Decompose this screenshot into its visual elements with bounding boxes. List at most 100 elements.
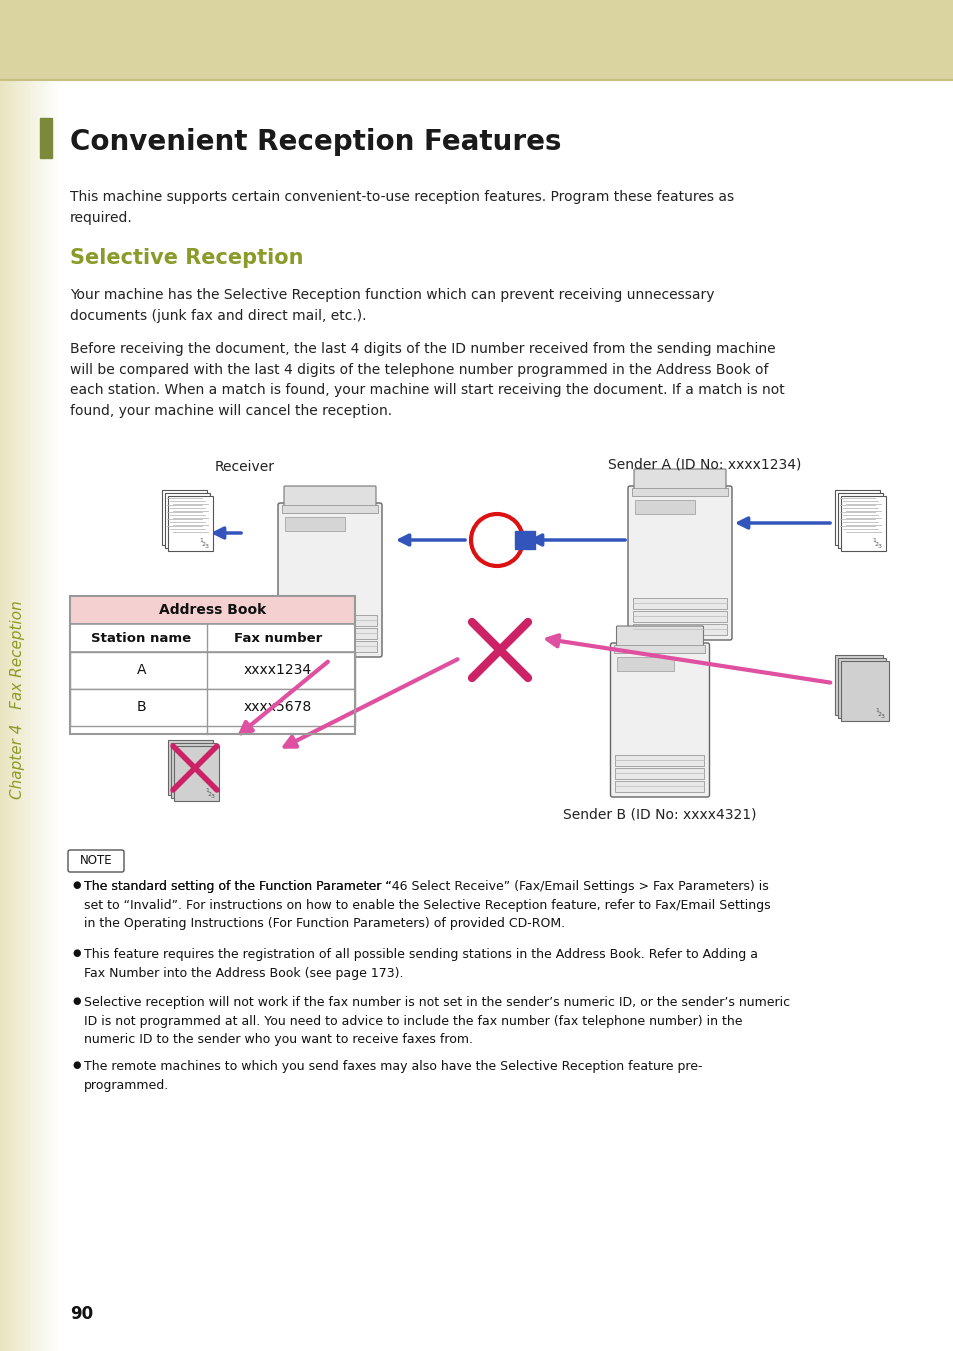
FancyBboxPatch shape	[627, 486, 731, 640]
Text: Selective reception will not work if the fax number is not set in the sender’s n: Selective reception will not work if the…	[84, 996, 789, 1046]
Text: Station name: Station name	[91, 631, 192, 644]
Text: 1: 1	[199, 539, 203, 543]
Bar	[633, 611, 726, 621]
Text: This machine supports certain convenient-to-use reception features. Program thes: This machine supports certain convenient…	[70, 190, 734, 224]
Text: ●: ●	[71, 1061, 80, 1070]
Bar	[32, 80, 33, 1351]
Bar	[2, 80, 3, 1351]
Bar	[55, 80, 56, 1351]
Text: Before receiving the document, the last 4 digits of the ID number received from : Before receiving the document, the last …	[70, 342, 784, 417]
Bar	[42, 80, 43, 1351]
Bar	[171, 743, 215, 798]
Bar	[283, 640, 376, 653]
Bar	[24, 80, 25, 1351]
Bar	[23, 80, 24, 1351]
Text: Sender A (ID No: xxxx1234): Sender A (ID No: xxxx1234)	[608, 458, 801, 471]
Bar	[834, 655, 882, 715]
Bar	[47, 80, 48, 1351]
Bar	[45, 80, 46, 1351]
FancyBboxPatch shape	[68, 850, 124, 871]
Bar	[9, 80, 10, 1351]
Bar	[615, 781, 703, 792]
Bar	[615, 767, 703, 780]
Bar	[34, 80, 35, 1351]
Bar	[0, 0, 953, 80]
Text: 2: 2	[202, 542, 206, 547]
Bar	[53, 80, 54, 1351]
Bar	[46, 80, 47, 1351]
Bar	[15, 80, 16, 1351]
Bar	[70, 689, 355, 725]
FancyBboxPatch shape	[277, 503, 381, 657]
Text: Your machine has the Selective Reception function which can prevent receiving un: Your machine has the Selective Reception…	[70, 288, 714, 323]
Bar	[11, 80, 12, 1351]
Bar	[49, 80, 50, 1351]
Bar	[16, 80, 17, 1351]
Bar	[1, 80, 2, 1351]
Bar	[54, 80, 55, 1351]
Bar	[25, 80, 26, 1351]
Text: The remote machines to which you send faxes may also have the Selective Receptio: The remote machines to which you send fa…	[84, 1061, 701, 1092]
Bar	[41, 80, 42, 1351]
Text: 90: 90	[70, 1305, 93, 1323]
Text: Receiver: Receiver	[214, 459, 274, 474]
Bar	[615, 755, 703, 766]
Bar	[8, 80, 9, 1351]
Bar	[40, 80, 41, 1351]
FancyBboxPatch shape	[616, 626, 702, 648]
Bar	[14, 80, 15, 1351]
Bar	[6, 80, 7, 1351]
Text: Selective Reception: Selective Reception	[70, 249, 303, 267]
Bar	[285, 517, 345, 531]
Text: Fax number: Fax number	[233, 631, 322, 644]
Bar	[29, 80, 30, 1351]
Text: Sender B (ID No: xxxx4321): Sender B (ID No: xxxx4321)	[562, 808, 756, 821]
Bar	[0, 80, 1, 1351]
Text: 1: 1	[874, 708, 878, 713]
Text: Chapter 4   Fax Reception: Chapter 4 Fax Reception	[10, 601, 26, 800]
Text: Convenient Reception Features: Convenient Reception Features	[70, 128, 561, 155]
Bar	[168, 740, 213, 794]
Bar	[18, 80, 19, 1351]
Bar	[22, 80, 23, 1351]
Bar	[17, 80, 18, 1351]
Bar	[633, 624, 726, 635]
Bar	[39, 80, 40, 1351]
Bar	[20, 80, 21, 1351]
Bar	[52, 80, 53, 1351]
Bar	[10, 80, 11, 1351]
Text: ●: ●	[71, 880, 80, 890]
Bar	[21, 80, 22, 1351]
Text: 3: 3	[877, 544, 882, 550]
Text: ●: ●	[71, 948, 80, 958]
Text: 2: 2	[877, 712, 882, 716]
Text: A: A	[136, 663, 146, 677]
Bar	[33, 80, 34, 1351]
Text: 1: 1	[205, 789, 209, 793]
Bar	[44, 80, 45, 1351]
Text: 2: 2	[208, 792, 212, 797]
Bar	[70, 624, 355, 653]
Bar	[37, 80, 38, 1351]
Bar	[7, 80, 8, 1351]
Bar	[633, 598, 726, 609]
Text: xxxx5678: xxxx5678	[244, 700, 312, 713]
Bar	[70, 653, 355, 689]
Bar	[19, 80, 20, 1351]
Bar	[283, 615, 376, 626]
Bar	[35, 80, 36, 1351]
Bar	[57, 80, 58, 1351]
Bar	[50, 80, 51, 1351]
Bar	[168, 496, 213, 551]
Text: NOTE: NOTE	[80, 854, 112, 867]
Text: 1: 1	[871, 539, 875, 543]
Bar	[283, 628, 376, 639]
Text: xxxx1234: xxxx1234	[244, 663, 312, 677]
Bar	[40, 118, 52, 158]
Bar	[631, 488, 727, 496]
Bar	[13, 80, 14, 1351]
Bar	[30, 80, 32, 1351]
Bar	[26, 80, 27, 1351]
Bar	[635, 500, 695, 513]
FancyBboxPatch shape	[284, 486, 375, 508]
